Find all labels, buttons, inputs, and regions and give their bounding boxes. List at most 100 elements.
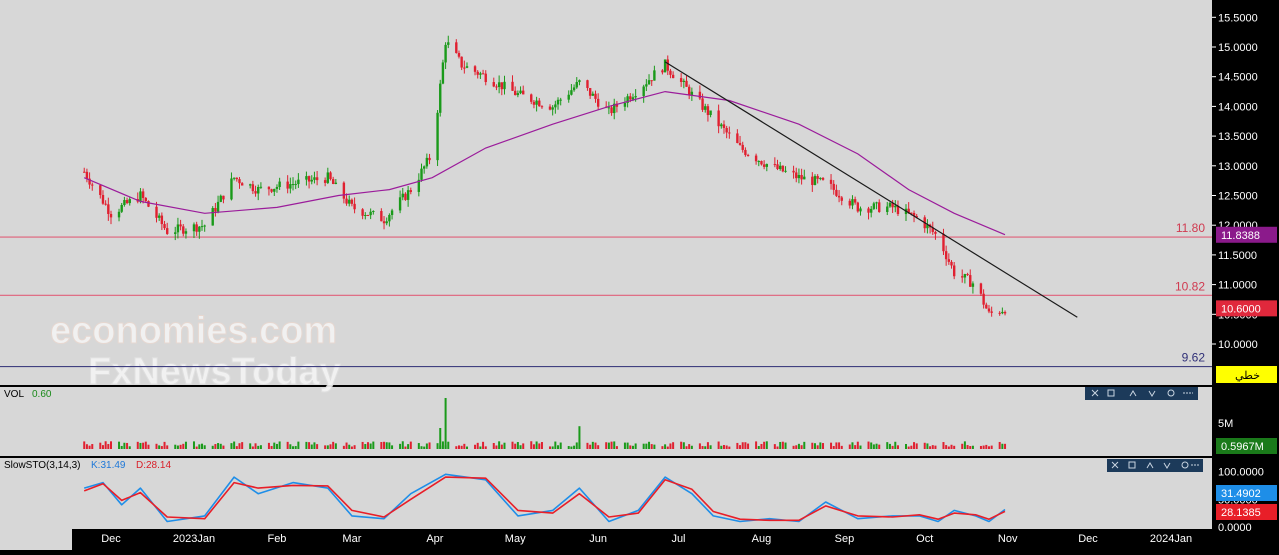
candle[interactable] — [216, 201, 220, 212]
candle[interactable] — [607, 107, 611, 109]
volume-bar[interactable] — [350, 446, 353, 449]
volume-bar[interactable] — [230, 443, 233, 449]
volume-bar[interactable] — [722, 445, 725, 449]
candle[interactable] — [444, 44, 447, 63]
candle[interactable] — [682, 80, 686, 82]
candle[interactable] — [896, 205, 900, 215]
volume-bar[interactable] — [425, 443, 428, 449]
volume-bar[interactable] — [201, 443, 204, 449]
volume-bar[interactable] — [158, 445, 161, 449]
volume-bar[interactable] — [519, 445, 522, 449]
candle[interactable] — [653, 70, 656, 81]
volume-bar[interactable] — [685, 446, 688, 449]
volume-bar[interactable] — [511, 441, 514, 449]
volume-bar[interactable] — [813, 443, 816, 449]
volume-bar[interactable] — [235, 446, 238, 449]
volume-bar[interactable] — [942, 442, 945, 449]
slowsto-panel-toolbar[interactable] — [1107, 459, 1203, 472]
candle[interactable] — [366, 214, 370, 216]
volume-bar[interactable] — [709, 445, 712, 449]
volume-bar[interactable] — [404, 446, 407, 449]
candle[interactable] — [457, 53, 461, 57]
volume-bar[interactable] — [848, 444, 851, 449]
volume-bar[interactable] — [420, 446, 423, 449]
candle[interactable] — [203, 225, 206, 227]
candle[interactable] — [704, 106, 707, 110]
candle[interactable] — [495, 86, 498, 88]
volume-bar[interactable] — [987, 446, 990, 449]
candle[interactable] — [778, 165, 782, 170]
candle[interactable] — [1001, 311, 1004, 314]
volume-bar[interactable] — [728, 446, 731, 449]
candle[interactable] — [944, 251, 948, 260]
candle[interactable] — [728, 132, 731, 134]
volume-bar[interactable] — [886, 442, 889, 449]
volume-bar[interactable] — [781, 441, 784, 449]
volume-bar[interactable] — [514, 443, 517, 449]
candle[interactable] — [192, 224, 196, 232]
candle[interactable] — [773, 164, 777, 166]
volume-bar[interactable] — [441, 441, 444, 449]
candle[interactable] — [591, 93, 595, 96]
candle[interactable] — [519, 90, 522, 94]
candle[interactable] — [567, 94, 570, 100]
price-axis[interactable] — [1212, 0, 1279, 550]
candle[interactable] — [666, 59, 669, 71]
volume-bar[interactable] — [313, 442, 316, 449]
volume-bar[interactable] — [929, 446, 932, 449]
volume-bar[interactable] — [530, 441, 533, 449]
time-axis[interactable] — [0, 529, 1212, 550]
candle[interactable] — [270, 189, 273, 192]
candle[interactable] — [736, 133, 739, 144]
volume-bar[interactable] — [457, 445, 460, 449]
volume-bar[interactable] — [979, 445, 982, 449]
volume-bar[interactable] — [797, 443, 800, 449]
candle[interactable] — [195, 224, 198, 232]
candle[interactable] — [163, 224, 166, 229]
candle[interactable] — [663, 59, 667, 73]
volume-bar[interactable] — [867, 441, 870, 449]
volume-bar[interactable] — [784, 442, 787, 449]
volume-bar[interactable] — [251, 446, 254, 449]
volume-bar[interactable] — [701, 446, 704, 449]
volume-bar[interactable] — [198, 444, 201, 449]
volume-bar[interactable] — [913, 442, 916, 449]
candle[interactable] — [878, 202, 881, 212]
volume-bar[interactable] — [669, 443, 672, 449]
volume-bar[interactable] — [682, 442, 685, 449]
candle[interactable] — [401, 193, 404, 198]
volume-bar[interactable] — [888, 443, 891, 449]
volume-bar[interactable] — [763, 441, 766, 449]
candle[interactable] — [232, 177, 236, 179]
volume-bar[interactable] — [126, 442, 129, 449]
volume-bar[interactable] — [305, 441, 308, 449]
candle[interactable] — [631, 97, 635, 100]
candle[interactable] — [380, 211, 383, 222]
volume-bar[interactable] — [945, 445, 948, 449]
candle[interactable] — [310, 179, 313, 182]
candle[interactable] — [570, 90, 573, 95]
volume-bar[interactable] — [99, 442, 102, 449]
volume-bar[interactable] — [615, 446, 618, 449]
volume-bar[interactable] — [934, 445, 937, 449]
volume-bar[interactable] — [332, 441, 335, 449]
candle[interactable] — [420, 168, 423, 180]
candle[interactable] — [829, 179, 833, 184]
volume-bar[interactable] — [915, 443, 918, 449]
candle[interactable] — [125, 200, 129, 204]
candle[interactable] — [278, 181, 281, 188]
candle[interactable] — [476, 71, 479, 75]
candle[interactable] — [548, 106, 552, 110]
candle[interactable] — [888, 202, 892, 207]
volume-bar[interactable] — [118, 441, 121, 449]
volume-bar[interactable] — [878, 444, 881, 449]
candle[interactable] — [685, 80, 688, 87]
volume-bar[interactable] — [765, 441, 768, 449]
volume-bar[interactable] — [923, 442, 926, 449]
volume-bar[interactable] — [455, 446, 458, 449]
volume-bar[interactable] — [816, 445, 819, 449]
volume-bar[interactable] — [634, 443, 637, 449]
move-down-icon[interactable] — [1148, 390, 1156, 397]
candle[interactable] — [910, 212, 913, 214]
candle[interactable] — [979, 283, 983, 294]
